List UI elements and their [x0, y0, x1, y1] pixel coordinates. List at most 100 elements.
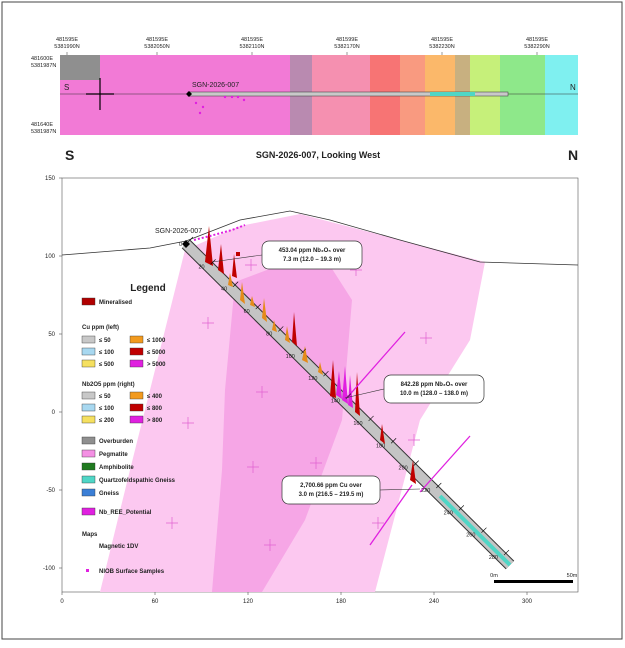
callout-text: 842.28 ppm Nb₂O₅ over	[401, 382, 468, 388]
x-tick-label: 240	[429, 599, 440, 605]
depth-tick	[413, 460, 419, 466]
legend-item: Mineralised	[99, 300, 132, 306]
depth-label: 40	[221, 287, 227, 293]
legend-swatch	[129, 347, 144, 356]
legend-swatch	[129, 403, 144, 412]
legend-item: Pegmatite	[99, 452, 128, 458]
depth-label: 160	[353, 421, 362, 427]
legend-swatch	[81, 462, 96, 471]
legend-heading: Maps	[82, 532, 98, 538]
legend-swatch	[81, 475, 96, 484]
map-coordinate: 481595E	[146, 37, 168, 43]
legend-item: > 800	[147, 418, 163, 424]
legend-item: ≤ 500	[99, 362, 115, 368]
depth-tick	[323, 370, 329, 377]
y-tick-label: -100	[43, 566, 56, 572]
legend-swatch	[81, 449, 96, 458]
depth-tick	[390, 438, 397, 444]
depth-label: 140	[331, 399, 340, 405]
map-coordinate: 481600E	[31, 56, 53, 62]
legend-item: ≤ 5000	[147, 350, 166, 356]
legend-swatch	[81, 488, 96, 497]
map-coordinate: 481595E	[526, 37, 548, 43]
depth-label: 0	[179, 242, 182, 248]
section-south: S	[65, 147, 74, 163]
callout-text: 2,700.66 ppm Cu over	[300, 483, 362, 489]
depth-label: 240	[444, 510, 453, 516]
legend-swatch	[81, 359, 96, 368]
plan-hole: SGN-2026-007	[192, 82, 239, 89]
map-coordinate: 5381987N	[31, 63, 56, 69]
legend-item: Overburden	[99, 439, 133, 445]
legend-swatch	[81, 335, 96, 344]
depth-tick	[255, 303, 261, 310]
map-coordinate: 481595E	[241, 37, 263, 43]
legend-swatch	[81, 436, 96, 445]
legend-heading: Cu ppm (left)	[82, 325, 119, 331]
map-coordinate: 5382050N	[144, 44, 169, 50]
map-coordinate: 5382110N	[240, 44, 265, 50]
legend-swatch	[81, 415, 96, 424]
depth-label: 80	[266, 331, 272, 337]
legend-item: Quartzofeldspathic Gneiss	[99, 478, 176, 484]
plan-map: S N SGN-2026-007	[60, 52, 578, 135]
legend-item: ≤ 100	[99, 406, 115, 412]
legend-swatch	[81, 403, 96, 412]
depth-label: 260	[466, 533, 475, 539]
depth-tick	[481, 527, 487, 533]
hole-label: SGN-2026-007	[155, 228, 202, 235]
leader	[344, 388, 385, 399]
y-tick-label: 50	[48, 332, 55, 338]
legend-item: ≤ 50	[99, 394, 111, 400]
depth-tick	[436, 482, 442, 489]
map-coordinate: 481640E	[31, 122, 53, 128]
depth-label: 20	[198, 264, 204, 270]
legend-heading: Nb2O5 ppm (right)	[82, 382, 135, 388]
legend-item: Amphibolite	[99, 465, 134, 471]
scale-label: 50m	[567, 573, 578, 579]
y-tick-label: -50	[46, 488, 55, 494]
legend-item: ≤ 1000	[147, 338, 166, 344]
callout-text: 3.0 m (216.5 – 219.5 m)	[299, 492, 364, 498]
y-tick-label: 100	[45, 254, 56, 260]
scale-label: 0m	[490, 573, 498, 579]
legend-item: Magnetic 1DV	[99, 544, 138, 550]
callout-text: 10.0 m (128.0 – 138.0 m)	[400, 391, 468, 397]
legend-item: NIOB Surface Samples	[99, 569, 165, 575]
section-title: SGN-2026-007, Looking West	[256, 150, 380, 160]
legend-swatch	[129, 359, 144, 368]
depth-tick	[278, 326, 284, 332]
depth-tick	[300, 348, 307, 355]
legend-item: Nb_REE_Potential	[99, 510, 152, 516]
legend-item: ≤ 100	[99, 350, 115, 356]
plan-north: N	[570, 83, 576, 92]
depth-tick	[187, 236, 194, 243]
legend-item: Gneiss	[99, 491, 120, 497]
y-tick-label: 0	[52, 410, 56, 416]
map-coordinate: 5382230N	[429, 44, 454, 50]
depth-tick	[232, 281, 239, 287]
depth-tick	[503, 549, 510, 556]
depth-tick	[458, 505, 465, 511]
legend-swatch	[129, 335, 144, 344]
map-coordinate: 5381987N	[31, 129, 56, 135]
depth-tick	[368, 415, 374, 422]
legend-title: Legend	[130, 283, 166, 294]
legend-swatch	[129, 391, 144, 400]
depth-label: 280	[489, 555, 498, 561]
legend-item: ≤ 800	[147, 406, 163, 412]
y-tick-label: 150	[45, 176, 56, 182]
map-coordinate: 481599E	[336, 37, 358, 43]
legend-swatch	[81, 347, 96, 356]
map-coordinate: 5382170N	[334, 44, 359, 50]
depth-label: 120	[308, 376, 317, 382]
x-tick-label: 180	[336, 599, 347, 605]
depth-label: 200	[399, 466, 408, 472]
depth-label: 60	[244, 309, 250, 315]
legend-item: ≤ 200	[99, 418, 115, 424]
depth-label: 180	[376, 443, 385, 449]
map-coordinate: 481595E	[431, 37, 453, 43]
section-north: N	[568, 147, 578, 163]
plan-south: S	[64, 83, 69, 92]
